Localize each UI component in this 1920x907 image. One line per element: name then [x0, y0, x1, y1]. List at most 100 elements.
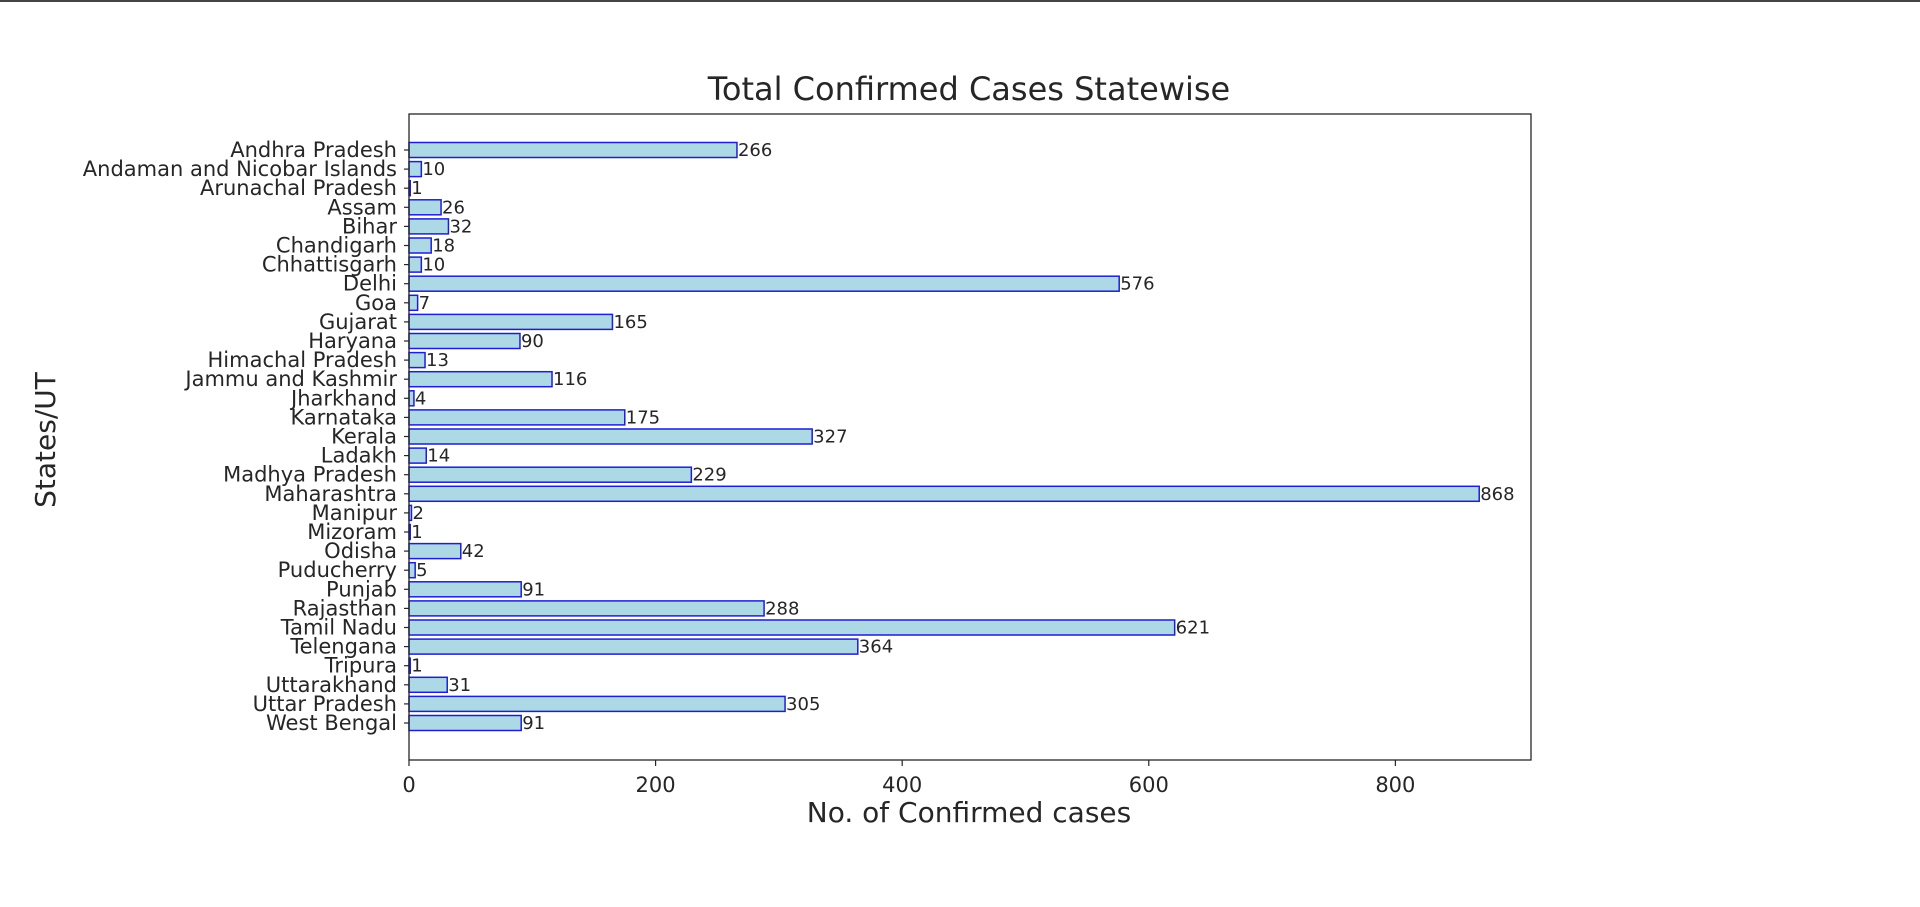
x-axis-label: No. of Confirmed cases	[807, 796, 1132, 829]
value-label-rajasthan: 288	[765, 598, 799, 619]
y-tick-label-tripura: Tripura	[324, 654, 397, 678]
bar-assam	[408, 199, 442, 216]
value-labels: 2661012632181057671659013116417532714229…	[411, 140, 1514, 734]
value-label-tripura: 1	[411, 656, 422, 677]
value-label-arunachal-pradesh: 1	[411, 178, 422, 199]
plot-frame	[408, 113, 1532, 761]
y-tick-label-arunachal-pradesh: Arunachal Pradesh	[200, 176, 397, 200]
value-label-west-bengal: 91	[522, 713, 545, 734]
value-label-assam: 26	[442, 197, 465, 218]
y-tick-label-puducherry: Puducherry	[278, 558, 397, 582]
y-tick-label-bihar: Bihar	[342, 214, 397, 238]
bar-puducherry	[408, 561, 416, 579]
y-tick-label-odisha: Odisha	[324, 539, 397, 563]
y-tick-label-jharkhand: Jharkhand	[289, 386, 397, 410]
bar-telengana	[408, 638, 859, 655]
y-tick-label-andaman-and-nicobar-islands: Andaman and Nicobar Islands	[83, 157, 397, 181]
value-label-mizoram: 1	[411, 522, 422, 543]
y-tick-label-uttarakhand: Uttarakhand	[266, 673, 397, 697]
y-tick-label-chandigarh: Chandigarh	[276, 234, 397, 258]
value-label-kerala: 327	[813, 427, 847, 448]
bar-bihar	[408, 218, 450, 235]
y-tick-label-chhattisgarh: Chhattisgarh	[262, 253, 397, 277]
y-tick-label-madhya-pradesh: Madhya Pradesh	[223, 463, 397, 487]
y-tick-label-telengana: Telengana	[289, 635, 397, 659]
bars-layer	[408, 141, 1480, 732]
bar-andhra-pradesh	[408, 141, 738, 159]
value-label-odisha: 42	[462, 541, 485, 562]
value-label-karnataka: 175	[626, 407, 660, 428]
x-tick-label-200: 200	[636, 773, 676, 797]
value-label-andaman-and-nicobar-islands: 10	[422, 159, 445, 180]
value-label-uttar-pradesh: 305	[786, 694, 820, 715]
y-tick-label-manipur: Manipur	[312, 501, 398, 525]
value-label-maharashtra: 868	[1480, 484, 1514, 505]
bar-gujarat	[408, 313, 614, 331]
value-label-gujarat: 165	[613, 312, 647, 333]
x-tick-labels: 0 200 400 600 800	[402, 760, 1415, 797]
value-label-telengana: 364	[859, 637, 893, 658]
value-label-jammu-and-kashmir: 116	[553, 369, 587, 390]
value-label-ladakh: 14	[427, 446, 450, 467]
x-tick-label-0: 0	[402, 773, 415, 797]
bar-kerala	[408, 428, 813, 445]
bar-madhya-pradesh	[408, 466, 693, 483]
y-tick-label-maharashtra: Maharashtra	[264, 482, 397, 506]
value-label-goa: 7	[419, 293, 430, 314]
bar-haryana	[408, 332, 521, 350]
value-label-manipur: 2	[412, 503, 423, 524]
y-axis-label: States/UT	[29, 371, 62, 508]
y-tick-label-goa: Goa	[355, 291, 397, 315]
value-label-delhi: 576	[1120, 274, 1154, 295]
value-label-jharkhand: 4	[415, 388, 426, 409]
y-tick-label-tamil-nadu: Tamil Nadu	[280, 616, 397, 640]
bar-delhi	[408, 275, 1120, 292]
y-tick-label-mizoram: Mizoram	[307, 520, 397, 544]
y-tick-label-andhra-pradesh: Andhra Pradesh	[230, 138, 397, 162]
value-label-punjab: 91	[522, 579, 545, 600]
value-label-chandigarh: 18	[432, 236, 455, 257]
y-tick-label-kerala: Kerala	[331, 425, 397, 449]
value-label-puducherry: 5	[416, 560, 427, 581]
bar-himachal-pradesh	[408, 351, 426, 369]
top-border-line	[0, 0, 1920, 2]
bar-tamil-nadu	[408, 619, 1176, 636]
y-tick-label-ladakh: Ladakh	[321, 444, 397, 468]
value-label-tamil-nadu: 621	[1176, 618, 1210, 639]
value-label-madhya-pradesh: 229	[692, 465, 726, 486]
bar-punjab	[408, 581, 522, 598]
y-tick-label-uttar-pradesh: Uttar Pradesh	[253, 692, 397, 716]
bar-jharkhand	[408, 390, 415, 407]
value-label-chhattisgarh: 10	[422, 255, 445, 276]
bar-rajasthan	[408, 600, 765, 617]
bar-goa	[408, 294, 419, 312]
bar-chhattisgarh	[408, 256, 423, 273]
bar-jammu-and-kashmir	[408, 370, 553, 388]
bar-karnataka	[408, 409, 626, 426]
value-label-uttarakhand: 31	[448, 675, 471, 696]
chart-title: Total Confirmed Cases Statewise	[707, 70, 1230, 108]
y-tick-label-delhi: Delhi	[343, 272, 397, 296]
y-tick-label-assam: Assam	[327, 195, 397, 219]
y-tick-label-himachal-pradesh: Himachal Pradesh	[208, 348, 397, 372]
y-tick-label-haryana: Haryana	[308, 329, 397, 353]
x-tick-label-600: 600	[1129, 773, 1169, 797]
bar-maharashtra	[408, 485, 1480, 503]
y-tick-label-west-bengal: West Bengal	[266, 711, 397, 735]
bar-west-bengal	[408, 714, 522, 732]
value-label-himachal-pradesh: 13	[426, 350, 449, 371]
bar-odisha	[408, 542, 462, 560]
bar-ladakh	[408, 447, 428, 464]
x-tick-label-800: 800	[1375, 773, 1415, 797]
y-tick-label-punjab: Punjab	[326, 577, 397, 601]
bar-chandigarh	[408, 237, 432, 254]
y-tick-label-gujarat: Gujarat	[319, 310, 397, 334]
bar-andaman-and-nicobar-islands	[408, 160, 423, 178]
value-label-bihar: 32	[449, 216, 472, 237]
y-tick-label-rajasthan: Rajasthan	[293, 596, 397, 620]
y-tick-label-jammu-and-kashmir: Jammu and Kashmir	[183, 367, 397, 391]
x-tick-label-400: 400	[882, 773, 922, 797]
value-label-haryana: 90	[521, 331, 544, 352]
